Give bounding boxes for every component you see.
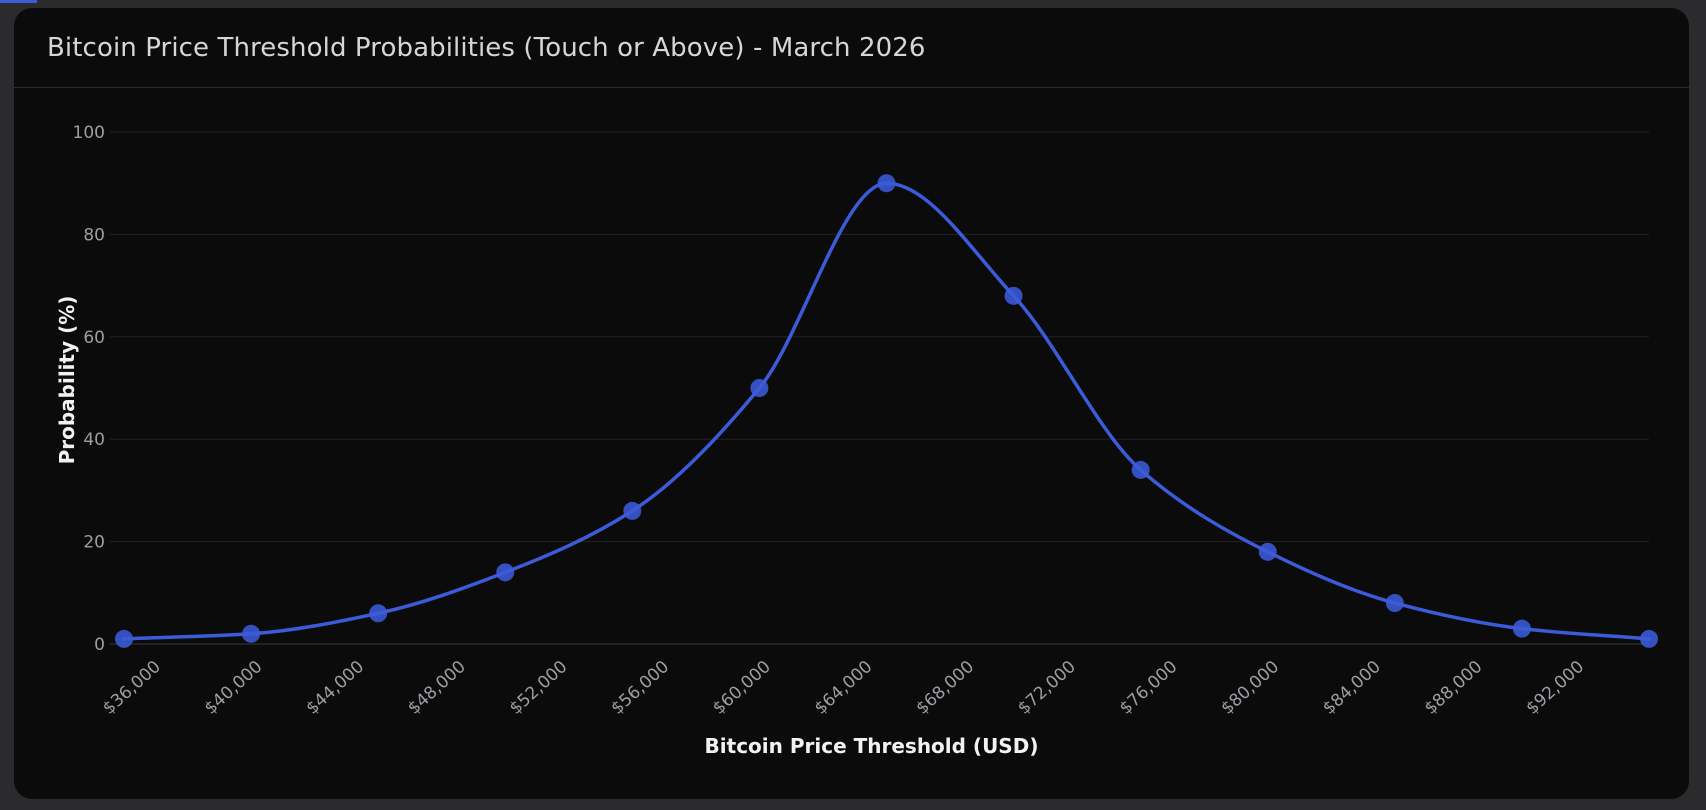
x-tick-label: $80,000 <box>1217 657 1283 719</box>
card-header: Bitcoin Price Threshold Probabilities (T… <box>14 8 1689 88</box>
x-tick-label: $48,000 <box>404 657 470 719</box>
y-tick-label: 60 <box>83 328 105 348</box>
data-point[interactable] <box>877 174 896 193</box>
y-tick-label: 80 <box>83 225 105 245</box>
x-axis-title: Bitcoin Price Threshold (USD) <box>705 734 1039 758</box>
data-point[interactable] <box>496 563 515 582</box>
data-point[interactable] <box>1258 542 1277 561</box>
y-axis-ticks: 0 20 40 60 80 100 <box>73 123 105 655</box>
data-point[interactable] <box>750 379 769 397</box>
x-tick-label: $40,000 <box>201 657 267 719</box>
data-points <box>115 174 1658 648</box>
y-tick-label: 20 <box>83 533 105 553</box>
x-tick-label: $88,000 <box>1421 657 1487 719</box>
x-tick-label: $64,000 <box>811 657 877 719</box>
y-tick-label: 100 <box>73 123 105 143</box>
x-tick-label: $92,000 <box>1522 657 1588 719</box>
x-tick-label: $52,000 <box>506 657 572 719</box>
chart-plot: 0 20 40 60 80 100 $36,000 $40,000 $44,000 $48,00… <box>55 123 1658 758</box>
grid-lines <box>110 131 1649 645</box>
data-point[interactable] <box>1385 594 1404 613</box>
x-tick-label: $36,000 <box>99 657 165 719</box>
data-point[interactable] <box>1131 460 1150 479</box>
series-line <box>122 181 1651 641</box>
data-point[interactable] <box>623 501 642 520</box>
data-point[interactable] <box>1004 286 1023 305</box>
chart-title: Bitcoin Price Threshold Probabilities (T… <box>47 33 926 63</box>
corner-indicator <box>0 0 37 3</box>
y-tick-label: 0 <box>94 635 105 655</box>
x-tick-label: $68,000 <box>912 657 978 719</box>
data-point[interactable] <box>1640 629 1658 648</box>
y-axis-title: Probability (%) <box>55 296 79 465</box>
y-tick-label: 40 <box>83 430 105 450</box>
data-point[interactable] <box>369 604 388 623</box>
x-tick-label: $76,000 <box>1116 657 1182 719</box>
x-tick-label: $56,000 <box>607 657 673 719</box>
x-tick-label: $72,000 <box>1014 657 1080 719</box>
chart-card: Bitcoin Price Threshold Probabilities (T… <box>14 8 1689 799</box>
x-axis-ticks: $36,000 $40,000 $44,000 $48,000 $52,000 $56,0… <box>99 657 1588 719</box>
data-point[interactable] <box>242 624 261 643</box>
x-tick-label: $44,000 <box>302 657 368 719</box>
x-tick-label: $60,000 <box>709 657 775 719</box>
x-tick-label: $84,000 <box>1319 657 1385 719</box>
data-point[interactable] <box>115 629 133 648</box>
data-point[interactable] <box>1512 619 1531 638</box>
